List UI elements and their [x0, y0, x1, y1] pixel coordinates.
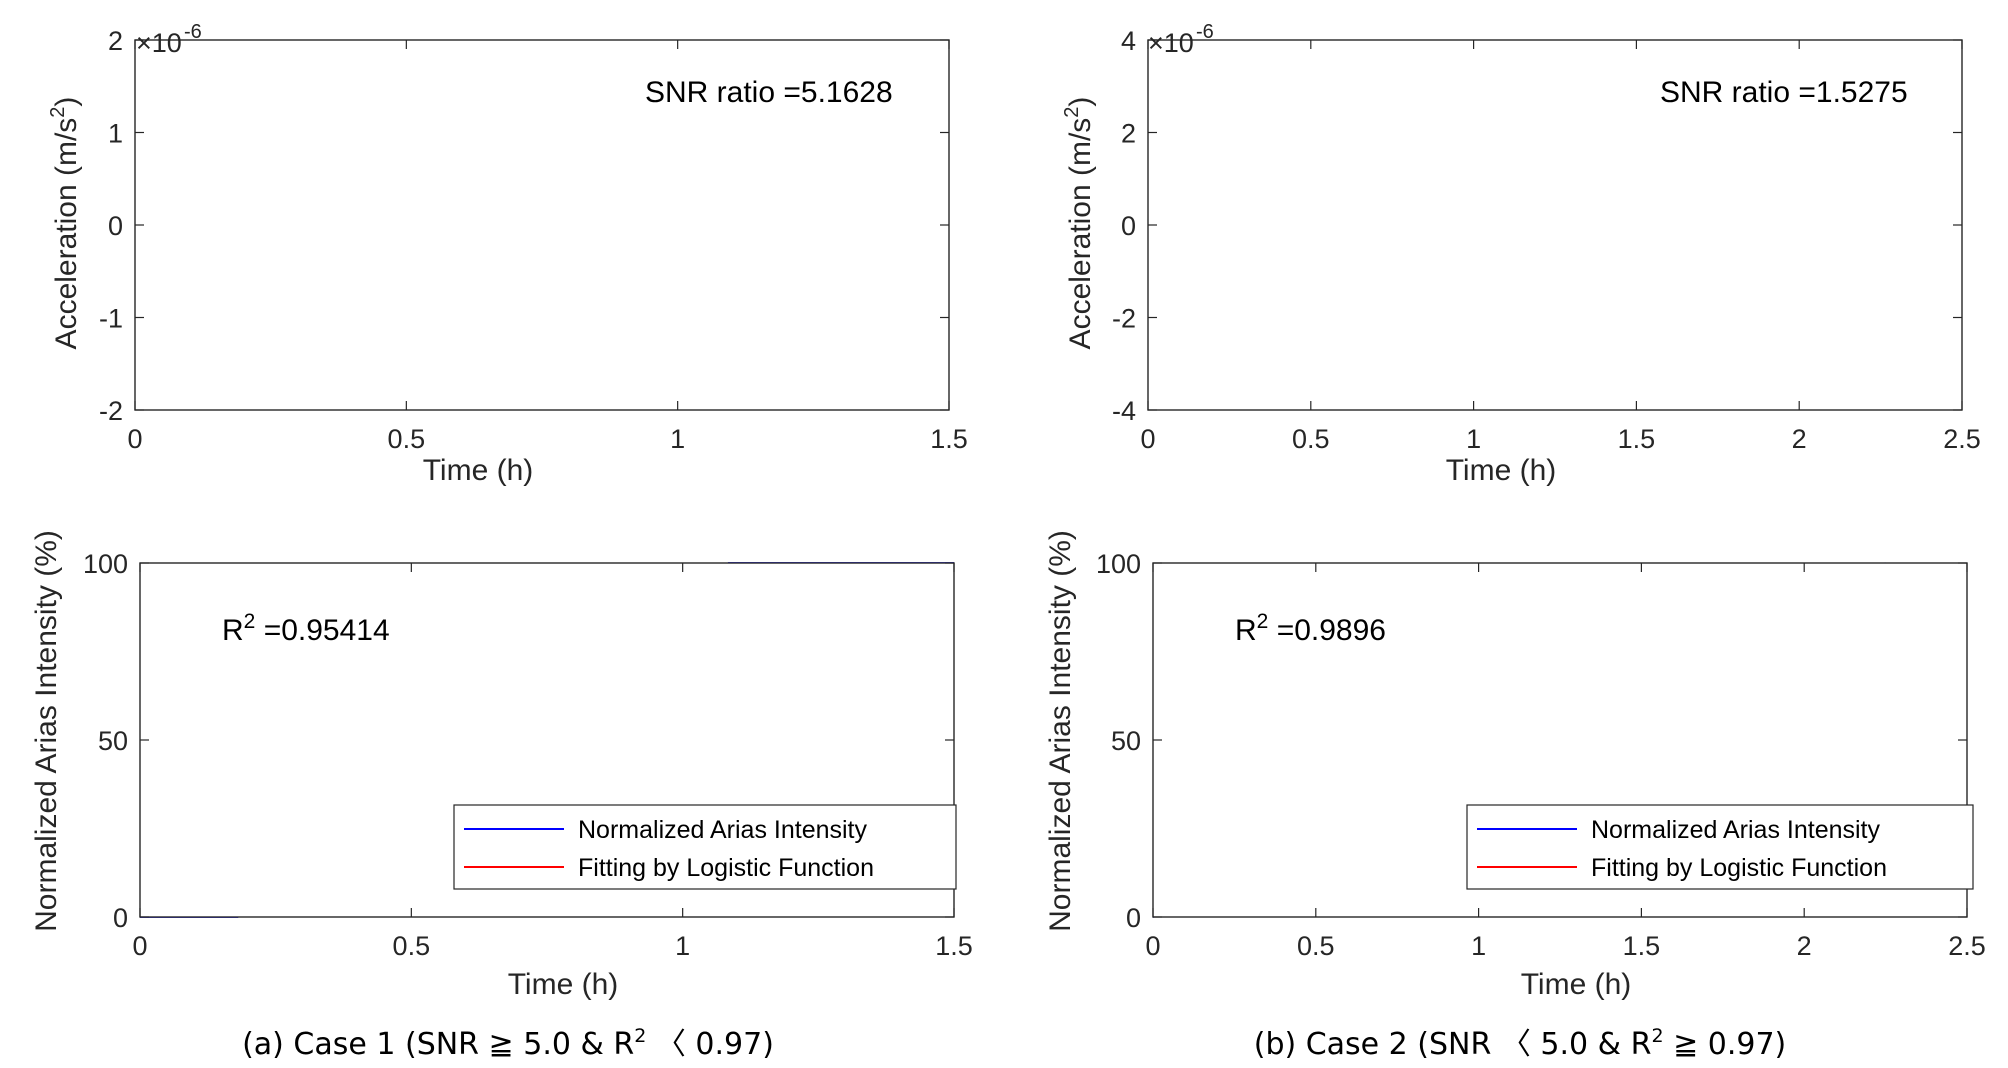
x-tick-label: 2.5	[1943, 424, 1981, 454]
x-axis-label: Time (h)	[423, 454, 534, 487]
y-tick-label: 0	[1126, 903, 1141, 933]
x-tick-label: 0.5	[1297, 931, 1335, 961]
x-tick-label: 0	[127, 424, 142, 454]
exponent-base: ×10	[1148, 28, 1194, 58]
legend-label-fit: Fitting by Logistic Function	[578, 854, 874, 882]
arias-intensity-chart-case2: R2 =0.9896 Time (h) Normalized Arias Int…	[1044, 530, 1986, 1001]
y-axis-label: Normalized Arias Intensity (%)	[1044, 530, 1077, 932]
x-tick-label: 1.5	[1618, 424, 1656, 454]
x-tick-label: 2	[1792, 424, 1807, 454]
y-tick-label: -4	[1112, 396, 1136, 426]
x-tick-label: 1.5	[930, 424, 968, 454]
x-tick-label: 0	[1140, 424, 1155, 454]
y-tick-label: 100	[1096, 549, 1141, 579]
x-tick-label: 1	[670, 424, 685, 454]
r2-annotation: R2 =0.95414	[222, 610, 390, 647]
plot-layer	[134, 39, 950, 411]
acceleration-chart-case1: ×10 -6 SNR ratio =5.1628 Time (h) Accele…	[47, 21, 968, 487]
x-axis-label: Time (h)	[508, 968, 619, 1001]
acceleration-chart-case2: ×10 -6 SNR ratio =1.5275 Time (h) Accele…	[1061, 21, 1981, 487]
x-tick-label: 0	[132, 931, 147, 961]
exponent-power: -6	[184, 21, 202, 43]
plot-layer	[1147, 39, 1963, 411]
x-tick-label: 1.5	[935, 931, 973, 961]
legend: Normalized Arias Intensity Fitting by Lo…	[1466, 804, 1974, 890]
legend-label-nai: Normalized Arias Intensity	[1591, 816, 1881, 844]
y-tick-label: 0	[108, 211, 123, 241]
caption-case2: (b) Case 2 (SNR 〈 5.0 & R2 ≧ 0.97)	[1254, 1025, 1787, 1062]
y-axis-label: Acceleration (m/s2)	[47, 97, 83, 350]
y-tick-label: -2	[1112, 304, 1136, 334]
axes-frame	[1147, 39, 1963, 411]
y-tick-label: -2	[99, 396, 123, 426]
y-tick-label: 4	[1121, 26, 1136, 56]
caption-case1: (a) Case 1 (SNR ≧ 5.0 & R2 〈 0.97)	[242, 1025, 774, 1062]
y-tick-label: 2	[108, 26, 123, 56]
y-tick-label: 0	[1121, 211, 1136, 241]
x-tick-label: 0.5	[1292, 424, 1330, 454]
axes-frame	[134, 39, 950, 411]
x-tick-label: 2.5	[1948, 931, 1986, 961]
snr-annotation: SNR ratio =1.5275	[1660, 76, 1908, 109]
x-tick-label: 1	[1471, 931, 1486, 961]
x-tick-label: 2	[1797, 931, 1812, 961]
x-tick-label: 1	[1466, 424, 1481, 454]
x-axis-label: Time (h)	[1446, 454, 1557, 487]
legend: Normalized Arias Intensity Fitting by Lo…	[453, 804, 957, 890]
legend-box	[453, 804, 957, 890]
x-tick-label: 0	[1145, 931, 1160, 961]
y-tick-label: 50	[1111, 726, 1141, 756]
y-tick-label: 2	[1121, 119, 1136, 149]
y-axis-label: Acceleration (m/s2)	[1061, 97, 1097, 350]
r2-annotation: R2 =0.9896	[1235, 610, 1386, 647]
x-tick-label: 0.5	[388, 424, 426, 454]
arias-intensity-chart-case1: R2 =0.95414 Time (h) Normalized Arias In…	[30, 530, 973, 1001]
legend-label-nai: Normalized Arias Intensity	[578, 816, 868, 844]
y-tick-label: 0	[113, 903, 128, 933]
y-tick-label: 1	[108, 119, 123, 149]
legend-label-fit: Fitting by Logistic Function	[1591, 854, 1887, 882]
exponent-power: -6	[1196, 21, 1214, 43]
y-tick-label: 100	[83, 549, 128, 579]
y-tick-label: -1	[99, 304, 123, 334]
x-tick-label: 0.5	[393, 931, 431, 961]
snr-annotation: SNR ratio =5.1628	[645, 76, 893, 109]
y-tick-label: 50	[98, 726, 128, 756]
exponent-base: ×10	[136, 28, 182, 58]
x-tick-label: 1	[675, 931, 690, 961]
y-axis-label: Normalized Arias Intensity (%)	[30, 530, 63, 932]
x-tick-label: 1.5	[1623, 931, 1661, 961]
x-axis-label: Time (h)	[1521, 968, 1632, 1001]
legend-box	[1466, 804, 1974, 890]
